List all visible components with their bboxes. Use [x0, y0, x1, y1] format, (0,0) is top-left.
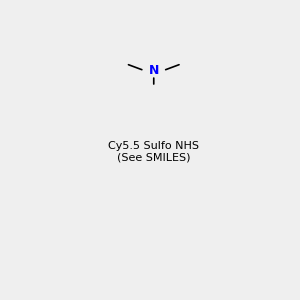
Text: N: N: [148, 64, 159, 77]
Text: Cy5.5 Sulfo NHS
(See SMILES): Cy5.5 Sulfo NHS (See SMILES): [108, 141, 199, 162]
